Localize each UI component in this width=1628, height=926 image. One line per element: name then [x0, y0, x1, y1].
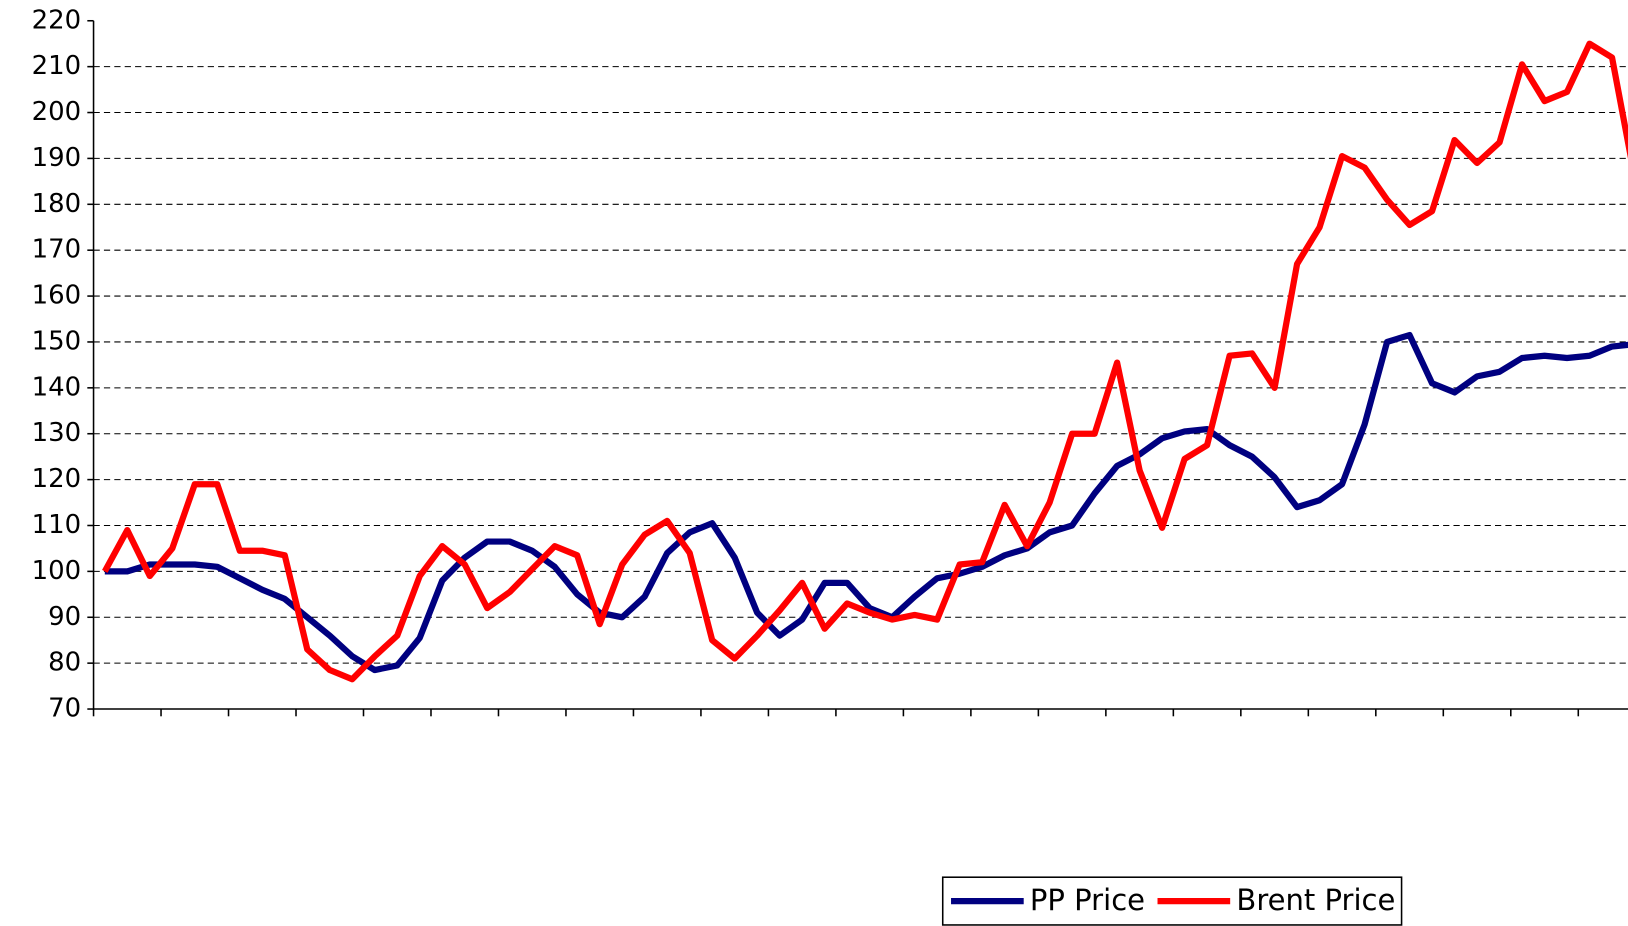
y-tick-label: 120 [32, 464, 82, 494]
legend-label: PP Price [1030, 883, 1145, 917]
y-tick-label: 140 [32, 372, 82, 402]
legend: PP Price Brent Price [941, 876, 1403, 926]
y-tick-label: 220 [32, 5, 82, 35]
y-tick-label: 190 [32, 143, 82, 173]
legend-label: Brent Price [1236, 883, 1395, 917]
y-tick-label: 210 [32, 51, 82, 81]
y-tick-label: 80 [48, 648, 81, 678]
legend-box [941, 876, 1403, 926]
line-series [104, 331, 1628, 674]
line-series [102, 40, 1628, 683]
y-tick-label: 150 [32, 326, 82, 356]
y-tick-label: 170 [32, 235, 82, 265]
y-tick-label: 160 [32, 281, 82, 311]
y-tick-label: 90 [48, 602, 81, 632]
y-tick-label: 110 [32, 510, 82, 540]
y-tick-label: 100 [32, 556, 82, 586]
y-tick-label: 180 [32, 189, 82, 219]
y-tick-label: 130 [32, 418, 82, 448]
y-tick-label: 70 [48, 694, 81, 724]
y-tick-label: 200 [32, 97, 82, 127]
